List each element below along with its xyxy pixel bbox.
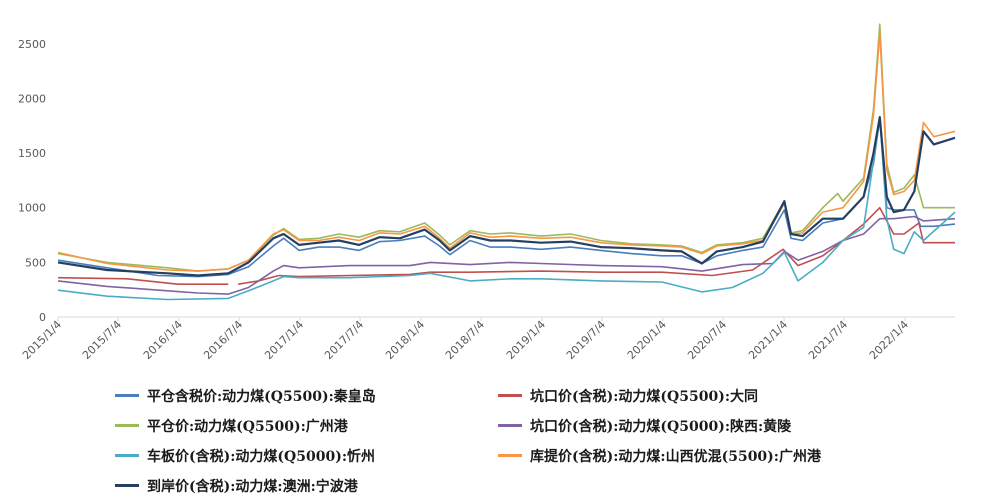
legend-item: 坑口价(含税):动力煤(Q5500):大同 [498,384,881,407]
series-line-6 [57,32,956,272]
legend-swatch [115,424,139,427]
legend-item: 库提价(含税):动力煤:山西优混(5500):广州港 [498,444,881,467]
legend-label: 库提价(含税):动力煤:山西优混(5500):广州港 [530,448,821,465]
legend-label: 平仓价:动力煤(Q5500):广州港 [147,418,348,435]
x-tick-label: 2016/7/4 [201,318,245,362]
legend-item: 平仓价:动力煤(Q5500):广州港 [115,414,498,437]
x-axis-ticks: 2015/1/4 2015/7/4 2016/1/4 2016/7/4 2017/1/4… [20,317,911,362]
series-line-5 [57,117,956,301]
x-tick-label: 2018/7/4 [443,318,487,362]
legend-label: 坑口价(含税):动力煤(Q5000):陕西:黄陵 [530,418,792,435]
x-tick-label: 2018/1/4 [383,318,427,362]
legend-swatch [498,424,522,427]
legend-label: 平仓含税价:动力煤(Q5500):秦皇岛 [147,388,376,405]
legend-swatch [498,454,522,457]
x-tick-label: 2020/7/4 [685,318,729,362]
legend-item: 到岸价(含税):动力煤:澳洲:宁波港 [115,474,498,497]
y-tick-label: 2000 [18,92,46,105]
series-lines [57,23,956,301]
x-tick-label: 2015/1/4 [20,318,64,362]
x-tick-label: 2021/7/4 [806,318,850,362]
x-tick-label: 2022/1/4 [867,318,911,362]
series-line-7 [57,116,956,277]
y-tick-label: 1000 [18,202,46,215]
legend: 平仓含税价:动力煤(Q5500):秦皇岛 坑口价(含税):动力煤(Q5500):大… [115,384,955,497]
y-tick-label: 2500 [18,38,46,51]
legend-label: 坑口价(含税):动力煤(Q5500):大同 [530,388,758,405]
legend-swatch [498,394,522,397]
x-tick-label: 2017/1/4 [262,318,306,362]
legend-label: 车板价(含税):动力煤(Q5000):忻州 [147,448,375,465]
series-line-4 [57,215,956,295]
legend-item: 平仓含税价:动力煤(Q5500):秦皇岛 [115,384,498,407]
legend-item: 坑口价(含税):动力煤(Q5000):陕西:黄陵 [498,414,881,437]
series-line-3 [57,23,955,272]
y-tick-label: 1500 [18,147,46,160]
legend-swatch [115,454,139,457]
y-tick-label: 0 [39,311,46,324]
x-tick-label: 2015/7/4 [80,318,124,362]
legend-item: 车板价(含税):动力煤(Q5000):忻州 [115,444,498,467]
legend-label: 到岸价(含税):动力煤:澳洲:宁波港 [147,478,358,495]
legend-swatch [115,484,139,487]
x-tick-label: 2016/1/4 [141,318,185,362]
x-tick-label: 2017/7/4 [322,318,366,362]
legend-swatch [115,394,139,397]
x-tick-label: 2021/1/4 [746,318,790,362]
y-tick-label: 500 [25,256,46,269]
x-tick-label: 2020/1/4 [625,318,669,362]
x-tick-label: 2019/1/4 [504,318,548,362]
x-tick-label: 2019/7/4 [564,318,608,362]
y-axis-ticks: 0 500 1000 1500 2000 2500 [18,38,46,324]
series-line-2 [57,206,955,285]
